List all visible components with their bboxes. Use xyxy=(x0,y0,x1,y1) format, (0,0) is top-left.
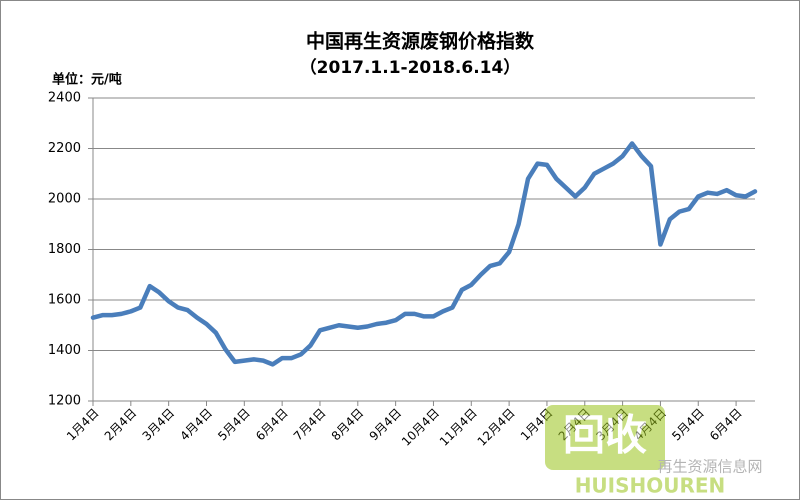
watermark: 回收 再生资源信息网 HUISHOUREN xyxy=(545,405,763,498)
chart-subtitle: （2017.1.1-2018.6.14） xyxy=(300,57,521,78)
y-tick-label: 1800 xyxy=(48,242,81,257)
watermark-brand: HUISHOUREN xyxy=(575,474,726,498)
y-tick-label: 2000 xyxy=(48,192,81,207)
y-tick-label: 1200 xyxy=(48,394,81,409)
y-tick-label: 2400 xyxy=(48,91,81,106)
watermark-box xyxy=(545,405,665,470)
y-tick-label: 1600 xyxy=(48,293,81,308)
chart-title: 中国再生资源废钢价格指数 xyxy=(306,30,535,53)
y-axis-label: 单位：元/吨 xyxy=(52,72,122,88)
watermark-site: 再生资源信息网 xyxy=(657,458,762,476)
watermark-logo: 回收 xyxy=(563,411,647,460)
y-tick-label: 1400 xyxy=(48,343,81,358)
y-tick-label: 2200 xyxy=(48,141,81,156)
data-line xyxy=(90,141,758,367)
